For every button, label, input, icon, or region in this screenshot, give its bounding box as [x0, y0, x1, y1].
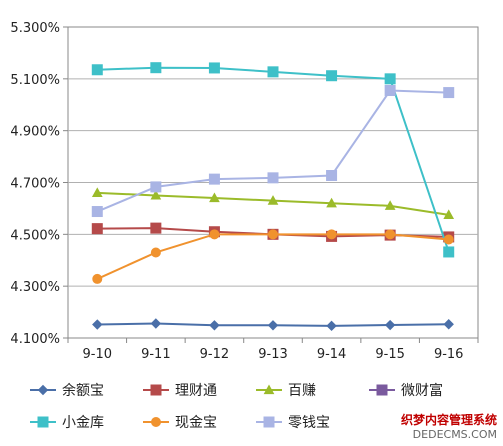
series-4 — [91, 62, 455, 258]
series-0-point-9-16 — [443, 319, 454, 330]
x-tick-label-9-10: 9-10 — [83, 347, 113, 362]
series-5-point-9-12 — [209, 229, 220, 240]
x-tick-label-9-13: 9-13 — [258, 347, 288, 362]
series-5-point-9-10 — [92, 273, 103, 284]
legend-item-1: 理财通 — [143, 383, 217, 399]
series-4-point-9-11 — [150, 62, 162, 74]
series-6-point-9-14 — [326, 170, 338, 182]
series-6-point-9-16 — [443, 87, 455, 99]
series-6-point-9-10 — [91, 206, 103, 218]
legend-item-2: 百赚 — [256, 383, 316, 399]
legend-label-3: 微财富 — [401, 382, 443, 399]
x-tick-label-9-12: 9-12 — [200, 347, 230, 362]
x-tick-label-9-15: 9-15 — [375, 347, 405, 362]
legend-marker-0 — [37, 384, 49, 396]
series-6-point-9-13 — [267, 172, 279, 184]
y-tick-label-4-300: 4.300% — [10, 280, 60, 295]
legend-item-5: 现金宝 — [143, 415, 217, 431]
series-4-point-9-16 — [443, 246, 455, 258]
series-2-point-9-12 — [209, 192, 220, 203]
legend-item-0: 余额宝 — [30, 382, 104, 399]
y-tick-label-4-500: 4.500% — [10, 228, 60, 243]
series-line-4 — [97, 66, 450, 253]
legend-label-5: 现金宝 — [175, 415, 217, 431]
y-tick-label-5-100: 5.100% — [10, 73, 60, 88]
series-0-point-9-12 — [209, 320, 220, 331]
legend-marker-1 — [150, 384, 162, 396]
legend-label-0: 余额宝 — [62, 382, 104, 399]
watermark-line2: DEDECMS.COM — [413, 428, 497, 441]
y-tick-label-4-100: 4.100% — [10, 332, 60, 347]
series-6-point-9-12 — [208, 173, 220, 185]
series-5 — [92, 229, 454, 284]
series-4-point-9-14 — [326, 70, 338, 82]
series-1-point-9-11 — [150, 222, 162, 234]
y-tick-label-4-700: 4.700% — [10, 177, 60, 192]
watermark: 织梦内容管理系统 DEDECMS.COM — [401, 412, 497, 441]
series-0-point-9-14 — [326, 320, 337, 332]
x-axis-ticks: 9-10 9-11 9-12 9-13 9-14 9-15 9-16 — [67, 338, 479, 362]
series-2-point-9-14 — [326, 197, 337, 208]
legend-marker-6 — [263, 416, 275, 428]
x-tick-label-9-16: 9-16 — [434, 347, 464, 362]
x-tick-label-9-11: 9-11 — [141, 347, 171, 362]
series-6 — [91, 84, 455, 218]
x-tick-label-9-14: 9-14 — [317, 347, 347, 362]
series-0-point-9-11 — [150, 318, 162, 329]
series-4-point-9-10 — [91, 64, 103, 76]
legend-marker-3 — [376, 384, 388, 396]
series-6-point-9-11 — [150, 181, 162, 193]
series-5-point-9-14 — [326, 229, 337, 240]
series-2 — [91, 187, 455, 219]
legend-label-4: 小金库 — [62, 415, 104, 431]
series-0-point-9-10 — [92, 319, 103, 330]
series-0-point-9-13 — [267, 320, 279, 331]
legend-marker-5 — [151, 417, 161, 427]
series-2-point-9-13 — [267, 195, 279, 205]
legend-marker-2 — [263, 384, 275, 395]
series-4-point-9-13 — [267, 66, 279, 78]
series-4-point-9-12 — [208, 62, 220, 74]
legend-label-6: 零钱宝 — [288, 415, 330, 431]
series-6-point-9-15 — [384, 84, 396, 96]
series-5-point-9-11 — [150, 247, 161, 258]
watermark-line1: 织梦内容管理系统 — [401, 412, 497, 427]
series-2-point-9-15 — [384, 200, 396, 210]
legend-item-4: 小金库 — [30, 415, 104, 431]
series-0 — [92, 318, 454, 332]
series-2-point-9-11 — [150, 189, 162, 200]
series-4-point-9-15 — [384, 73, 396, 85]
legend-item-3: 微财富 — [369, 382, 443, 399]
series-2-point-9-16 — [443, 209, 455, 219]
y-tick-label-4-900: 4.900% — [10, 125, 60, 140]
legend-marker-4 — [37, 416, 49, 428]
series-5-point-9-13 — [268, 229, 278, 240]
series-5-point-9-15 — [385, 229, 396, 240]
series-1-point-9-10 — [91, 223, 103, 235]
series-0-point-9-15 — [384, 319, 396, 331]
series-5-point-9-16 — [443, 234, 454, 245]
legend-label-1: 理财通 — [175, 383, 217, 399]
series-line-6 — [96, 89, 449, 213]
y-axis-ticks: 4.100% 4.300% 4.500% 4.700% 4.900% 5.100% 5.30… — [10, 21, 68, 347]
legend-label-2: 百赚 — [288, 383, 316, 399]
series-lines — [91, 62, 455, 332]
series-2-point-9-10 — [91, 187, 103, 197]
series-line-5 — [96, 233, 449, 280]
y-tick-label-5-300: 5.300% — [10, 21, 60, 36]
legend-item-6: 零钱宝 — [256, 415, 330, 431]
